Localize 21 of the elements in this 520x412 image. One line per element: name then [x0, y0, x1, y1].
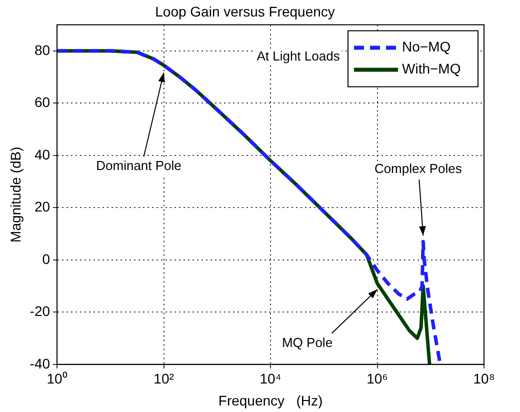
y-tick-label: -20: [30, 303, 50, 320]
y-tick-label: 80: [34, 42, 50, 58]
x-tick-label: 10⁸: [473, 370, 495, 387]
y-tick-label: 20: [34, 198, 50, 215]
annotation: At Light Loads: [256, 48, 340, 64]
y-axis-title: Magnitude (dB): [7, 146, 24, 242]
x-tick-label: 10⁰: [46, 370, 68, 387]
y-tick-label: 0: [42, 250, 50, 267]
y-tick-label: -40: [30, 355, 50, 372]
x-tick-label: 10⁶: [366, 370, 388, 387]
legend-label: No−MQ: [402, 38, 451, 55]
x-tick-label: 10²: [154, 370, 174, 387]
annotation: MQ Pole: [282, 334, 333, 350]
x-axis-title: Frequency (Hz): [218, 392, 323, 408]
y-tick-label: 60: [34, 94, 50, 110]
annotation: Complex Poles: [374, 161, 462, 176]
legend-label: With−MQ: [402, 60, 461, 77]
x-tick-label: 10⁴: [260, 370, 282, 387]
annotation: Dominant Pole: [96, 158, 182, 174]
chart-title: Loop Gain versus Frequency: [155, 3, 335, 20]
y-tick-label: 40: [34, 146, 50, 162]
